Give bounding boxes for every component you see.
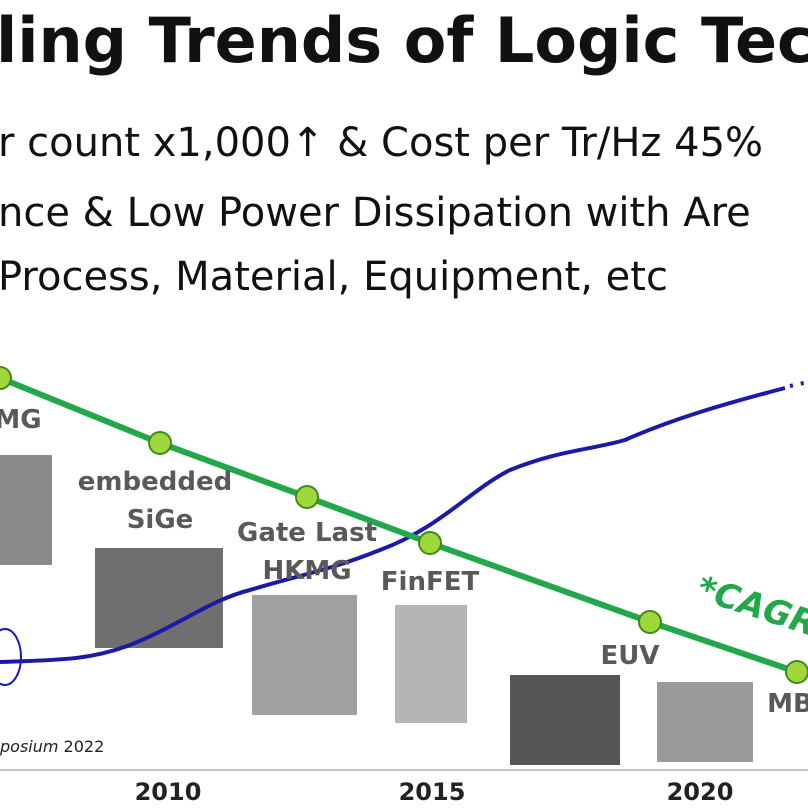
annotation: *CAGR bbox=[692, 569, 808, 645]
milestone-label: Gate Last bbox=[237, 518, 377, 548]
trend-curve-projection bbox=[789, 380, 808, 388]
axis-label: 2010 bbox=[135, 778, 202, 806]
bullet: Process, Material, Equipment, etc bbox=[0, 254, 668, 300]
milestone-label: HKMG bbox=[262, 556, 351, 586]
milestone-label: SiGe bbox=[127, 505, 194, 535]
tem-image bbox=[252, 595, 357, 715]
bullet: r count x1,000↑ & Cost per Tr/Hz 45% bbox=[0, 120, 763, 166]
milestone-label: EUV bbox=[601, 641, 660, 671]
node bbox=[0, 366, 12, 390]
source-year: 2022 bbox=[64, 737, 105, 756]
tem-image bbox=[657, 682, 753, 762]
axis-label: 2020 bbox=[667, 778, 734, 806]
milestone-label: FinFET bbox=[381, 567, 480, 597]
node bbox=[418, 531, 442, 555]
node bbox=[785, 660, 808, 684]
milestone-label: embedded bbox=[78, 467, 232, 497]
milestone-label: MG bbox=[0, 405, 42, 435]
node bbox=[295, 485, 319, 509]
tem-image bbox=[510, 675, 620, 765]
milestone-label: MB bbox=[767, 689, 808, 719]
tem-image bbox=[395, 605, 467, 723]
title: ling Trends of Logic Techn bbox=[0, 4, 808, 77]
bullet: nce & Low Power Dissipation with Are bbox=[0, 190, 751, 236]
cost-line bbox=[0, 375, 798, 675]
ellipse bbox=[0, 628, 22, 686]
trend-curve bbox=[0, 386, 786, 664]
node bbox=[638, 610, 662, 634]
tem-image bbox=[0, 455, 52, 565]
node bbox=[148, 431, 172, 455]
source: posium 2022 bbox=[0, 737, 104, 756]
axis-label: 2015 bbox=[399, 778, 466, 806]
source-italic: posium bbox=[0, 737, 58, 756]
